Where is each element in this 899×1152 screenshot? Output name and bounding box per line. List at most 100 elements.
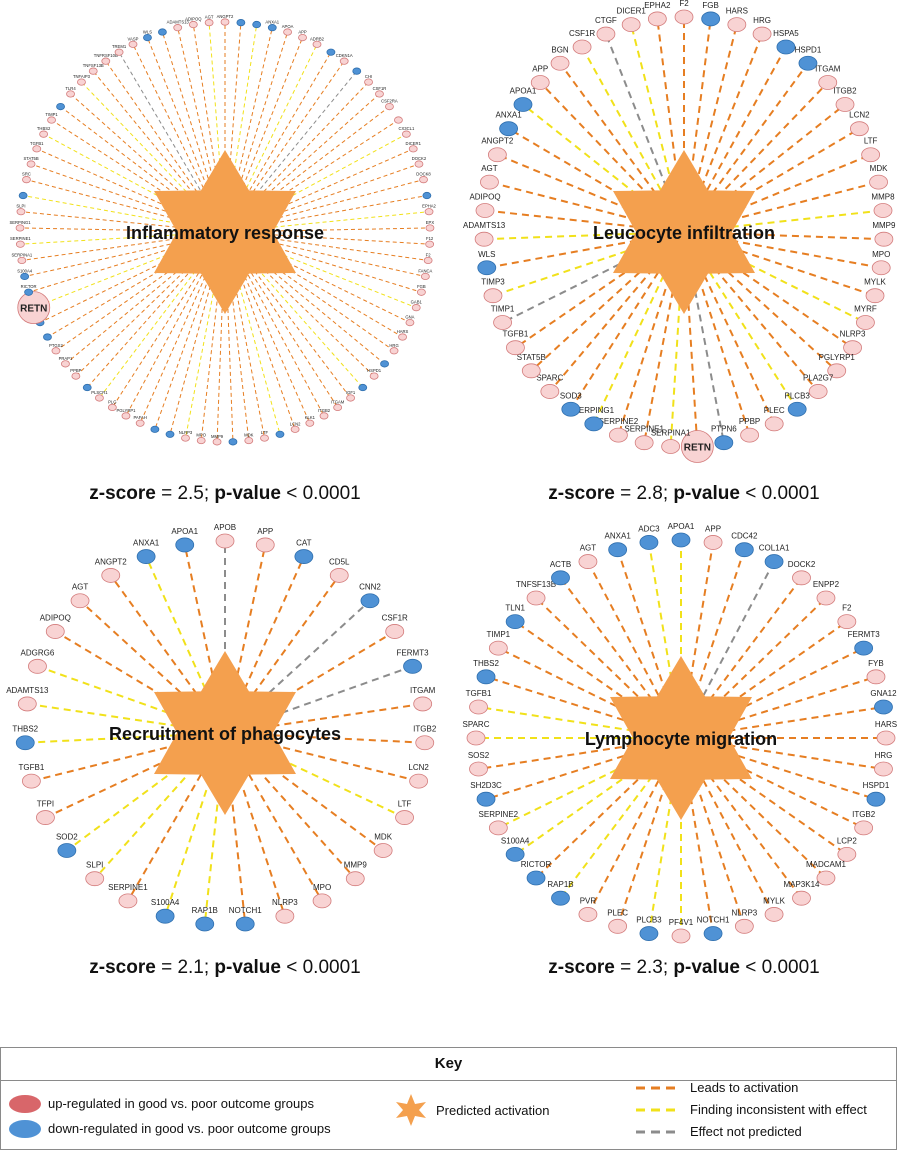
gene-node-plec: [764, 416, 784, 432]
legend-not-predicted: Effect not predicted: [690, 1124, 802, 1139]
edge-inconsistent: [93, 732, 226, 880]
edge-leads: [559, 62, 685, 233]
gene-node-fermt3: [403, 658, 422, 674]
gene-label: SERPINA1: [12, 252, 33, 257]
gene-label: CAT: [296, 539, 312, 548]
edge-not_predicted: [224, 665, 413, 734]
gene-label: PGLYRP1: [116, 408, 136, 413]
gene-node-tgfb1: [469, 699, 488, 715]
gene-label: KLK1: [305, 415, 316, 420]
gene-label: LTF: [864, 137, 878, 146]
gene-node-adipoq: [188, 20, 198, 29]
edge-leads: [683, 103, 846, 233]
edge-leads: [587, 561, 682, 739]
edge-leads: [224, 732, 247, 925]
gene-label: NLRP3: [840, 330, 866, 339]
gene-node: [422, 191, 432, 200]
gene-node: [275, 430, 285, 438]
edge-inconsistent: [20, 231, 226, 245]
p-value-label: p-value: [214, 483, 281, 504]
gene-node-serpine2: [488, 820, 508, 836]
gene-label: TIMP1: [45, 112, 58, 117]
key-title: Key: [0, 1047, 897, 1081]
gene-node-map3k14: [792, 890, 811, 906]
gene-label: PLA2G7: [803, 373, 834, 382]
gene-node-pvr: [578, 907, 598, 922]
gene-node-cdkn1a: [339, 57, 349, 65]
gene-node: [165, 430, 175, 438]
gene-node: [43, 333, 52, 341]
gene-label: PLG: [108, 399, 116, 404]
gene-label: ANXA1: [133, 539, 160, 548]
gene-node-ptgs2: [51, 347, 61, 355]
z-score-value: = 2.3;: [614, 957, 674, 978]
gene-node-angpt2: [101, 568, 121, 583]
gene-node-itgam: [818, 75, 838, 90]
gene-node-dock2: [792, 570, 811, 586]
edge-leads: [224, 630, 396, 734]
gene-label: STAT5B: [23, 156, 38, 161]
gene-node-plscr1: [95, 394, 104, 402]
gene-node-s100a4: [20, 272, 30, 281]
gene-node-agt: [480, 174, 499, 190]
edge-inconsistent: [497, 737, 682, 829]
gene-label: S100A4: [17, 268, 33, 273]
edge-leads: [224, 574, 341, 734]
z-score-label: z-score: [548, 957, 615, 978]
edge-leads: [683, 153, 872, 233]
gene-node-apoa1: [513, 97, 533, 112]
stats-leucocyte-infiltration: z-score = 2.8; p-value < 0.0001: [464, 483, 899, 505]
gene-label: MDK: [244, 433, 254, 438]
gene-node-apoa1: [175, 537, 195, 553]
gene-node-serpine1: [118, 893, 138, 909]
gene-label: RAP1B: [192, 906, 218, 915]
gene-node-mpo: [312, 893, 332, 909]
edges: [25, 541, 425, 925]
edge-inconsistent: [514, 737, 682, 856]
edge-leads: [616, 549, 682, 739]
gene-node-gna12: [874, 699, 893, 715]
edge-leads: [224, 231, 422, 293]
edge-leads: [224, 732, 419, 783]
gene-node: [358, 383, 368, 392]
edge-leads: [680, 706, 884, 739]
gene-label: EPX: [426, 220, 435, 225]
gene-label: SERPING1: [9, 220, 31, 225]
edge-leads: [683, 127, 860, 233]
gene-label: ADIPOQ: [469, 192, 500, 201]
gene-label: HSPD1: [367, 368, 382, 373]
gene-label: APOA1: [171, 527, 198, 536]
up-regulated-ellipse-icon: [9, 1095, 41, 1113]
gene-node-anxa1: [608, 542, 628, 558]
gene-node-serpine1: [15, 240, 25, 248]
gene-label: ADIPOQ: [40, 613, 71, 622]
z-score-value: = 2.5;: [155, 483, 215, 504]
gene-label: MYLK: [763, 896, 785, 905]
gene-node-app: [255, 537, 275, 553]
gene-label: LTF: [261, 430, 269, 435]
gene-label: F2: [842, 604, 852, 613]
gene-node-wls: [477, 260, 497, 276]
gene-node-madcam1: [816, 870, 836, 886]
edge-leads: [683, 231, 838, 372]
gene-label: NLRP3: [731, 908, 757, 917]
edge-leads: [535, 737, 682, 879]
function-title: Inflammatory response: [126, 223, 324, 243]
edge-inconsistent: [203, 732, 226, 925]
edge-leads: [680, 737, 827, 879]
gene-node-plg: [107, 403, 117, 412]
gene-label: SLPI: [16, 204, 25, 209]
gene-node-itgb2: [835, 97, 855, 112]
edge-leads: [224, 163, 420, 233]
edge-leads: [47, 231, 226, 338]
edge-leads: [680, 737, 848, 856]
gene-node-retn: [680, 430, 714, 463]
edge-leads: [514, 620, 682, 739]
gene-node-sod2: [57, 843, 77, 858]
gene-node-igf1: [346, 394, 355, 402]
gene-label: APOB: [214, 523, 236, 532]
edge-leads: [224, 732, 384, 852]
edge-leads: [680, 577, 803, 739]
gene-node-serping1: [15, 224, 25, 232]
